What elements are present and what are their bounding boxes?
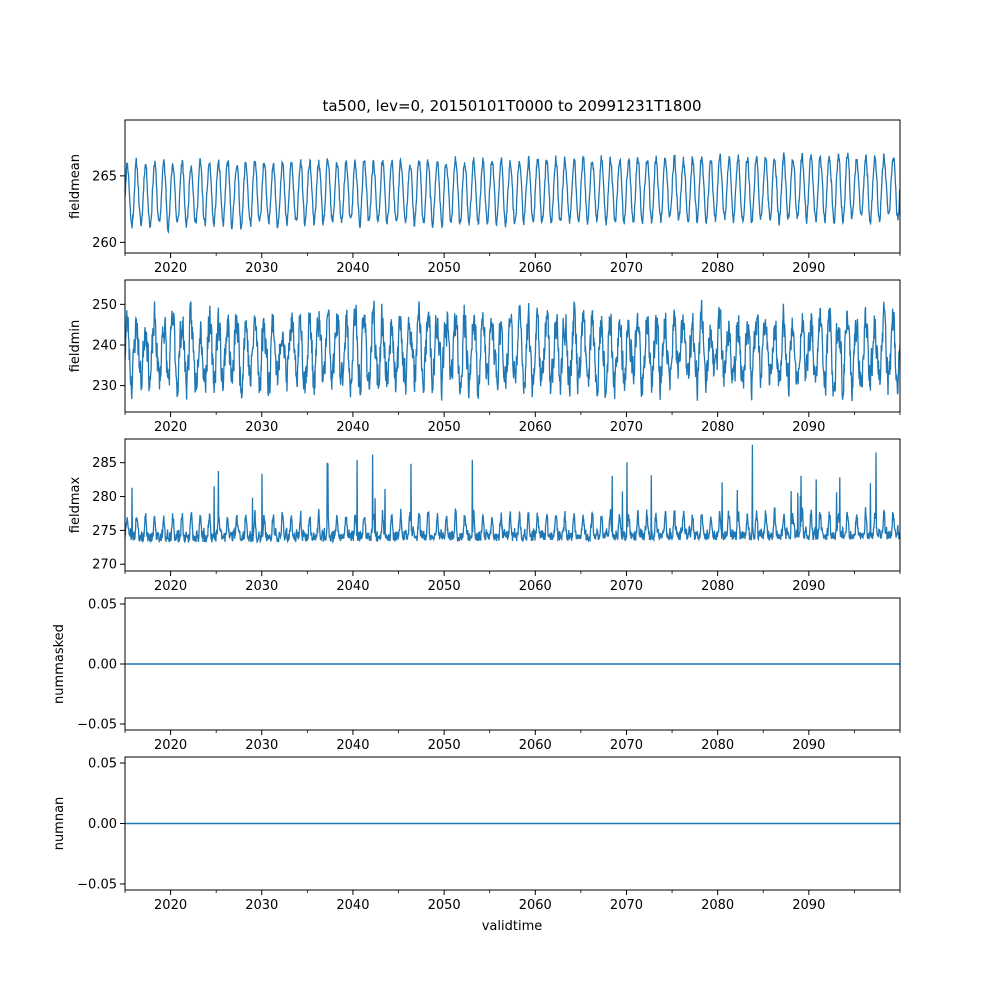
fieldmin-y-tick-label: 230 xyxy=(92,379,117,394)
nummasked-y-tick-label: 0.00 xyxy=(88,658,117,673)
numnan-x-tick-label: 2090 xyxy=(792,898,825,913)
nummasked-x-tick-label: 2060 xyxy=(519,738,552,753)
fieldmean-y-axis-label: fieldmean xyxy=(68,154,83,219)
fieldmax-y-axis-label: fieldmax xyxy=(68,477,83,534)
fieldmean-y-tick-label: 260 xyxy=(92,236,117,251)
fieldmax-x-tick-label: 2050 xyxy=(428,579,461,594)
figure-title: ta500, lev=0, 20150101T0000 to 20991231T… xyxy=(322,97,701,115)
nummasked-x-tick-label: 2080 xyxy=(701,738,734,753)
nummasked-y-axis-label: nummasked xyxy=(52,624,67,704)
fieldmax-x-tick-label: 2060 xyxy=(519,579,552,594)
fieldmean-x-tick-label: 2020 xyxy=(154,261,187,276)
fieldmin-x-tick-label: 2060 xyxy=(519,420,552,435)
fieldmax-axes-frame xyxy=(124,438,901,572)
numnan-x-tick-label: 2040 xyxy=(336,898,369,913)
fieldmin-x-tick-label: 2040 xyxy=(336,420,369,435)
fieldmin-x-tick-label: 2050 xyxy=(428,420,461,435)
subplot-fieldmin: 2020 2030 2040 2050 2060 2070 2080 2090 230 240 25… xyxy=(68,279,901,435)
numnan-x-tick-label: 2020 xyxy=(154,898,187,913)
fieldmin-y-axis-label: fieldmin xyxy=(68,320,83,373)
numnan-x-tick-label: 2060 xyxy=(519,898,552,913)
numnan-y-tick-label: 0.00 xyxy=(88,817,117,832)
numnan-y-tick-label: 0.05 xyxy=(88,757,117,772)
fieldmean-x-tick-label: 2060 xyxy=(519,261,552,276)
numnan-y-tick-label: −0.05 xyxy=(77,877,117,892)
fieldmin-x-tick-label: 2080 xyxy=(701,420,734,435)
subplot-fieldmean: 2020 2030 2040 2050 2060 2070 2080 2090 260 265 fi… xyxy=(68,119,901,276)
fieldmax-x-tick-label: 2090 xyxy=(792,579,825,594)
fieldmin-x-tick-label: 2090 xyxy=(792,420,825,435)
fieldmin-x-tick-label: 2020 xyxy=(154,420,187,435)
fieldmax-y-tick-label: 280 xyxy=(92,490,117,505)
fieldmean-x-tick-label: 2050 xyxy=(428,261,461,276)
fieldmax-y-tick-label: 270 xyxy=(92,558,117,573)
subplot-fieldmax: 2020 2030 2040 2050 2060 2070 2080 2090 270 275 28… xyxy=(68,438,901,594)
fieldmin-x-tick-label: 2070 xyxy=(610,420,643,435)
fieldmin-y-tick-label: 240 xyxy=(92,338,117,353)
fieldmin-series-line xyxy=(125,299,900,402)
fieldmax-x-tick-label: 2080 xyxy=(701,579,734,594)
fieldmean-x-tick-label: 2080 xyxy=(701,261,734,276)
nummasked-y-tick-label: −0.05 xyxy=(77,718,117,733)
nummasked-x-tick-label: 2090 xyxy=(792,738,825,753)
fieldmax-x-tick-label: 2020 xyxy=(154,579,187,594)
fieldmean-y-tick-label: 265 xyxy=(92,169,117,184)
nummasked-x-tick-label: 2040 xyxy=(336,738,369,753)
fieldmean-x-tick-label: 2030 xyxy=(245,261,278,276)
fieldmean-x-tick-label: 2090 xyxy=(792,261,825,276)
nummasked-x-tick-label: 2070 xyxy=(610,738,643,753)
fieldmax-y-tick-label: 285 xyxy=(92,456,117,471)
nummasked-y-tick-label: 0.05 xyxy=(88,598,117,613)
fieldmean-x-tick-label: 2040 xyxy=(336,261,369,276)
fieldmax-y-tick-label: 275 xyxy=(92,524,117,539)
subplot-nummasked: 2020 2030 2040 2050 2060 2070 2080 2090 −0.05 0.0… xyxy=(52,597,901,753)
fieldmean-axes-frame xyxy=(124,119,901,254)
fieldmean-x-tick-label: 2070 xyxy=(610,261,643,276)
nummasked-x-tick-label: 2030 xyxy=(245,738,278,753)
fieldmin-x-tick-label: 2030 xyxy=(245,420,278,435)
numnan-x-tick-label: 2050 xyxy=(428,898,461,913)
fieldmin-y-tick-label: 250 xyxy=(92,298,117,313)
fieldmax-x-tick-label: 2030 xyxy=(245,579,278,594)
numnan-x-tick-label: 2030 xyxy=(245,898,278,913)
fieldmax-x-tick-label: 2070 xyxy=(610,579,643,594)
nummasked-x-tick-label: 2020 xyxy=(154,738,187,753)
fieldmax-series-line xyxy=(125,444,900,544)
fieldmin-axes-frame xyxy=(124,279,901,413)
numnan-x-tick-label: 2070 xyxy=(610,898,643,913)
x-axis-label: validtime xyxy=(482,919,543,934)
nummasked-x-tick-label: 2050 xyxy=(428,738,461,753)
numnan-y-axis-label: numnan xyxy=(52,797,67,851)
fieldmax-x-tick-label: 2040 xyxy=(336,579,369,594)
subplot-numnan: 2020 2030 2040 2050 2060 2070 2080 2090 −0.05 0.0… xyxy=(52,756,901,913)
fieldmean-series-line xyxy=(125,152,900,235)
numnan-x-tick-label: 2080 xyxy=(701,898,734,913)
subplot-panels: 2020 2030 2040 2050 2060 2070 2080 2090 260 265 fi… xyxy=(52,119,901,913)
